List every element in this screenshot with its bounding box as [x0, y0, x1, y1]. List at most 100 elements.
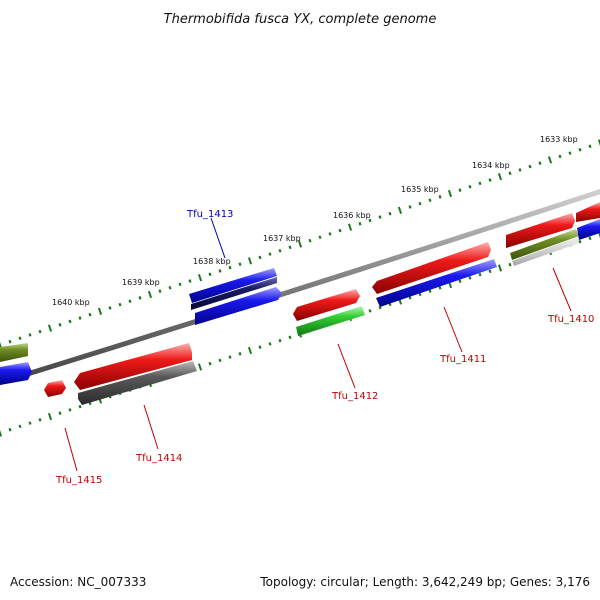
- ruler-tick: [347, 223, 353, 231]
- kbp-label: 1640 kbp: [52, 298, 90, 307]
- gene-label[interactable]: Tfu_1412: [331, 391, 378, 402]
- ruler-tick: [18, 336, 22, 341]
- ruler-tick: [558, 154, 562, 159]
- ruler-tick: [228, 355, 232, 359]
- genome-info-text: Topology: circular; Length: 3,642,249 bp…: [259, 575, 590, 589]
- leader-line: [64, 427, 78, 472]
- ruler-tick: [518, 168, 522, 172]
- gene-block[interactable]: [576, 202, 600, 222]
- gene-block[interactable]: [293, 289, 360, 321]
- ruler-tick: [168, 285, 172, 290]
- ruler-tick: [418, 292, 422, 297]
- ruler-tick: [438, 286, 442, 290]
- ruler-tick: [208, 272, 212, 277]
- outer-features: [0, 202, 600, 362]
- ruler-tick: [78, 316, 82, 320]
- ruler-tick: [538, 161, 542, 165]
- ruler-tick: [297, 240, 303, 248]
- kbp-label: 1637 kbp: [263, 234, 301, 243]
- ruler-tick: [458, 188, 462, 192]
- genome-backbone: [0, 189, 600, 386]
- ruler-tick: [528, 164, 532, 169]
- ruler-tick: [358, 222, 362, 226]
- kbp-label: 1635 kbp: [401, 185, 439, 194]
- ruler-tick: [208, 361, 212, 366]
- outer-tick-ring: [0, 139, 600, 349]
- gene-block[interactable]: [78, 361, 197, 405]
- ruler-tick: [47, 412, 53, 421]
- ruler-tick: [588, 144, 592, 149]
- gene-block[interactable]: [74, 343, 192, 390]
- ruler-tick: [78, 404, 82, 409]
- genome-title: Thermobifida fusca YX, complete genome: [164, 12, 437, 27]
- ruler-tick: [88, 312, 92, 317]
- ruler-tick: [378, 215, 382, 219]
- ruler-tick: [18, 424, 22, 429]
- ruler-tick: [258, 345, 262, 349]
- gene-block[interactable]: [296, 306, 365, 336]
- gene-block[interactable]: [189, 268, 277, 303]
- ruler-tick: [488, 178, 492, 182]
- ruler-tick: [468, 184, 472, 189]
- ruler-tick: [68, 319, 72, 324]
- ruler-tick: [258, 255, 262, 260]
- ruler-tick: [128, 299, 132, 304]
- ruler-tick: [318, 235, 322, 240]
- ruler-tick: [47, 324, 53, 332]
- ruler-tick: [228, 265, 232, 270]
- accession-text: Accession: NC_007333: [10, 575, 146, 589]
- ruler-tick: [338, 228, 342, 233]
- gene-labels: Tfu_1410 Tfu_1411 Tfu_1412 Tfu_1413 Tfu_…: [55, 209, 594, 486]
- ruler-tick: [158, 289, 162, 293]
- ruler-tick: [397, 206, 403, 215]
- gene-block[interactable]: [0, 362, 32, 385]
- ruler-tick: [458, 279, 462, 283]
- gene-block[interactable]: [44, 380, 66, 397]
- ruler-tick: [578, 239, 582, 244]
- gene-label[interactable]: Tfu_1414: [135, 453, 182, 464]
- ruler-tick: [68, 408, 72, 412]
- ruler-tick: [268, 342, 272, 346]
- inner-features: [0, 219, 600, 405]
- ruler-tick: [108, 306, 112, 310]
- ruler-tick: [278, 338, 282, 343]
- ruler-tick: [97, 307, 103, 316]
- leader-line: [143, 404, 159, 450]
- ruler-tick: [418, 201, 422, 206]
- kbp-label: 1636 kbp: [333, 211, 371, 220]
- ruler-tick: [188, 279, 192, 283]
- gene-block[interactable]: [376, 259, 497, 307]
- gene-block[interactable]: [512, 237, 579, 266]
- gene-block[interactable]: [0, 343, 28, 362]
- ruler-tick: [247, 346, 253, 355]
- ruler-tick: [568, 151, 572, 155]
- ruler-tick: [488, 269, 492, 274]
- ruler-tick: [368, 309, 372, 313]
- ruler-tick: [547, 156, 553, 164]
- ruler-tick: [428, 289, 432, 293]
- leader-line: [210, 217, 226, 259]
- gene-label[interactable]: Tfu_1415: [55, 475, 102, 486]
- ruler-tick: [368, 218, 372, 223]
- gene-label[interactable]: Tfu_1410: [547, 314, 594, 325]
- ruler-tick: [28, 421, 32, 425]
- gene-label[interactable]: Tfu_1413: [186, 209, 233, 220]
- ruler-tick: [238, 262, 242, 266]
- gene-block[interactable]: [506, 213, 575, 248]
- ruler-tick: [178, 282, 182, 287]
- kbp-labels: 1633 kbp 1634 kbp 1635 kbp 1636 kbp 1637…: [52, 135, 578, 307]
- ruler-tick: [588, 236, 592, 241]
- ruler-tick: [288, 245, 292, 250]
- ruler-tick: [147, 290, 153, 299]
- gene-block[interactable]: [372, 242, 491, 294]
- gene-block[interactable]: [577, 219, 600, 240]
- gene-block[interactable]: [195, 287, 282, 325]
- kbp-label: 1634 kbp: [472, 161, 510, 170]
- ruler-tick: [597, 139, 600, 147]
- gene-block[interactable]: [510, 229, 579, 260]
- gene-label[interactable]: Tfu_1411: [439, 354, 486, 365]
- gene-block[interactable]: [191, 277, 277, 310]
- ruler-tick: [478, 181, 482, 186]
- leader-line: [443, 306, 463, 353]
- leader-line: [337, 343, 356, 389]
